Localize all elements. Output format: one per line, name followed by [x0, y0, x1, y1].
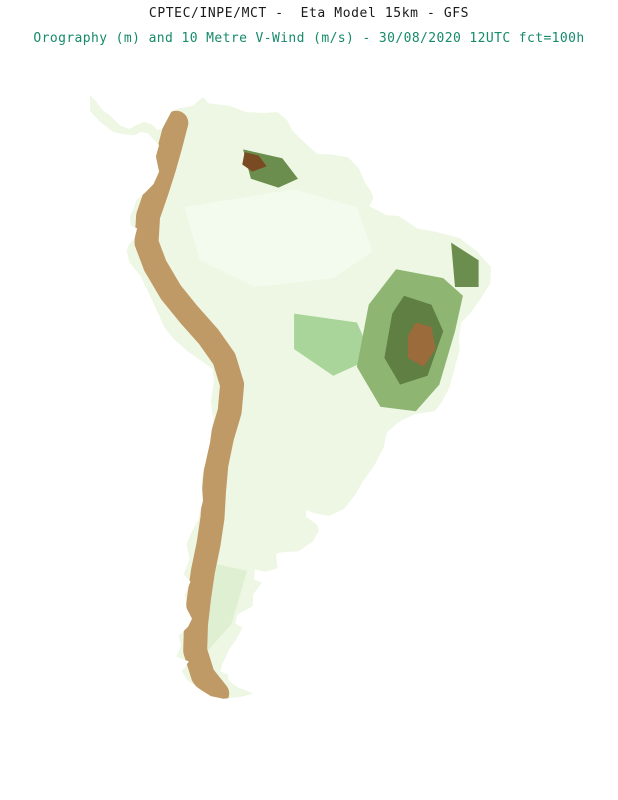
- terrain-patch-amazon-pale: [184, 189, 373, 287]
- chart-title: CPTEC/INPE/MCT - Eta Model 15km - GFS: [148, 6, 470, 21]
- andes-fringe: [134, 110, 245, 699]
- wind-speed-colorbar: [28, 744, 618, 798]
- chart-subtitle: Orography (m) and 10 Metre V-Wind (m/s) …: [33, 31, 585, 46]
- map-canvas: [90, 58, 612, 728]
- terrain-patch-patagonia-steppe: [207, 562, 247, 651]
- orography-shading: [134, 110, 479, 699]
- terrain-patch-borborema: [451, 242, 479, 287]
- terrain-patch-mato-grosso-green: [294, 313, 373, 376]
- orography-colorbar: [6, 60, 90, 740]
- terrain-patch-serra-brown: [407, 322, 436, 367]
- terrain-patch-guiana-dark: [242, 152, 267, 172]
- south-america-landmass: [90, 95, 492, 699]
